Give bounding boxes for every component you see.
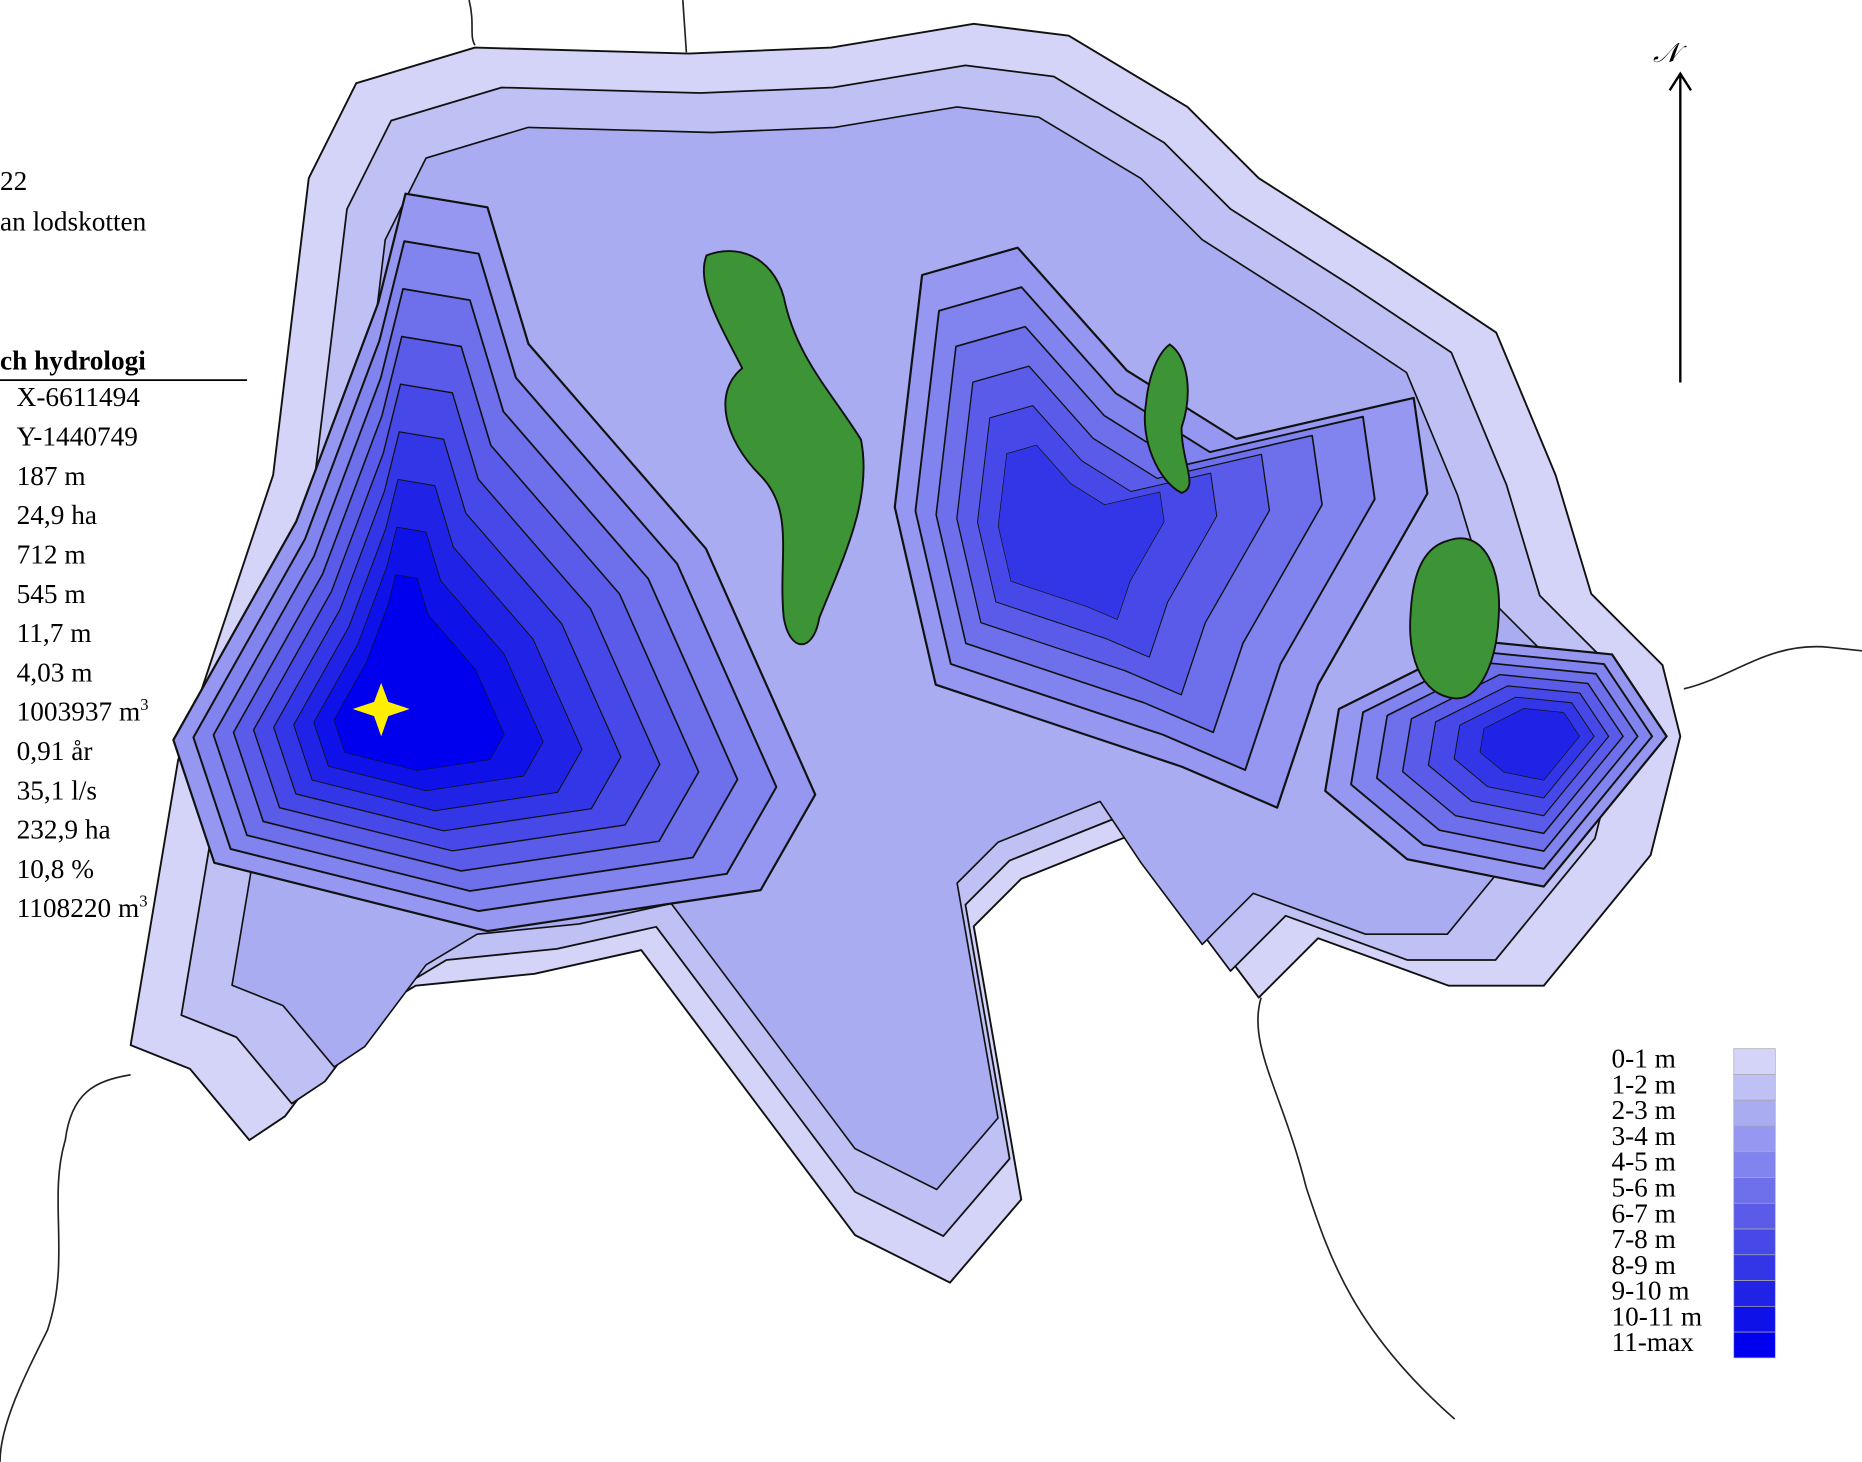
- info-value: X-6611494: [17, 382, 141, 412]
- info-value: 1108220 m3: [17, 892, 148, 924]
- legend-swatch: [1733, 1125, 1776, 1153]
- legend-label: 1-2 m: [1611, 1069, 1675, 1099]
- legend-swatch: [1733, 1331, 1776, 1359]
- info-value: 187 m: [17, 461, 86, 491]
- legend-swatch: [1733, 1151, 1776, 1178]
- legend-label: 11-max: [1611, 1327, 1694, 1357]
- legend-label: 9-10 m: [1611, 1276, 1689, 1306]
- legend-swatch: [1733, 1048, 1776, 1075]
- legend-label: 3-4 m: [1611, 1121, 1675, 1151]
- info-value: Y-1440749: [17, 422, 138, 452]
- legend-label: 7-8 m: [1611, 1224, 1675, 1254]
- legend-label: 0-1 m: [1611, 1044, 1675, 1074]
- info-panel: 22 an lodskotten ch hydrologi X-6611494 Y…: [0, 166, 247, 923]
- superscript: 3: [140, 695, 148, 714]
- info-text: an lodskotten: [0, 206, 147, 236]
- legend-label: 6-7 m: [1611, 1198, 1675, 1228]
- depth-contour: [1479, 708, 1580, 781]
- islands: [702, 250, 1501, 700]
- info-value-text: 1003937 m: [17, 697, 141, 727]
- info-value: 712 m: [17, 539, 86, 569]
- info-value: 35,1 l/s: [17, 775, 97, 805]
- legend: 0-1 m1-2 m2-3 m3-4 m4-5 m5-6 m6-7 m7-8 m…: [1611, 1044, 1776, 1359]
- legend-swatch: [1733, 1228, 1776, 1256]
- info-value-text: 1108220 m: [17, 893, 140, 923]
- legend-label: 10-11 m: [1611, 1301, 1702, 1331]
- legend-swatch: [1733, 1305, 1776, 1333]
- info-value: 10,8 %: [17, 854, 94, 884]
- info-value: 11,7 m: [17, 618, 92, 648]
- info-value: 4,03 m: [17, 657, 93, 687]
- info-value: 24,9 ha: [17, 500, 97, 530]
- legend-swatch: [1733, 1074, 1776, 1101]
- legend-swatch: [1733, 1099, 1776, 1127]
- deepest-point: [352, 682, 410, 737]
- info-text: 22: [0, 166, 27, 196]
- legend-swatch: [1733, 1254, 1776, 1281]
- legend-label: 8-9 m: [1611, 1250, 1675, 1280]
- info-heading: ch hydrologi: [0, 345, 146, 375]
- legend-label: 4-5 m: [1611, 1147, 1675, 1177]
- legend-swatch: [1733, 1177, 1776, 1204]
- lake: [129, 22, 1682, 1284]
- info-value: 545 m: [17, 579, 86, 609]
- legend-label: 5-6 m: [1611, 1173, 1675, 1203]
- north-label: 𝒩: [1653, 38, 1687, 68]
- info-value: 232,9 ha: [17, 815, 111, 845]
- legend-swatch: [1733, 1202, 1776, 1230]
- info-value: 0,91 år: [17, 736, 93, 766]
- depth-contour: [997, 444, 1165, 620]
- north-arrow: [1668, 71, 1692, 383]
- legend-label: 2-3 m: [1611, 1095, 1675, 1125]
- superscript: 3: [139, 892, 147, 911]
- info-value: 1003937 m3: [17, 695, 149, 727]
- legend-swatch: [1733, 1280, 1776, 1307]
